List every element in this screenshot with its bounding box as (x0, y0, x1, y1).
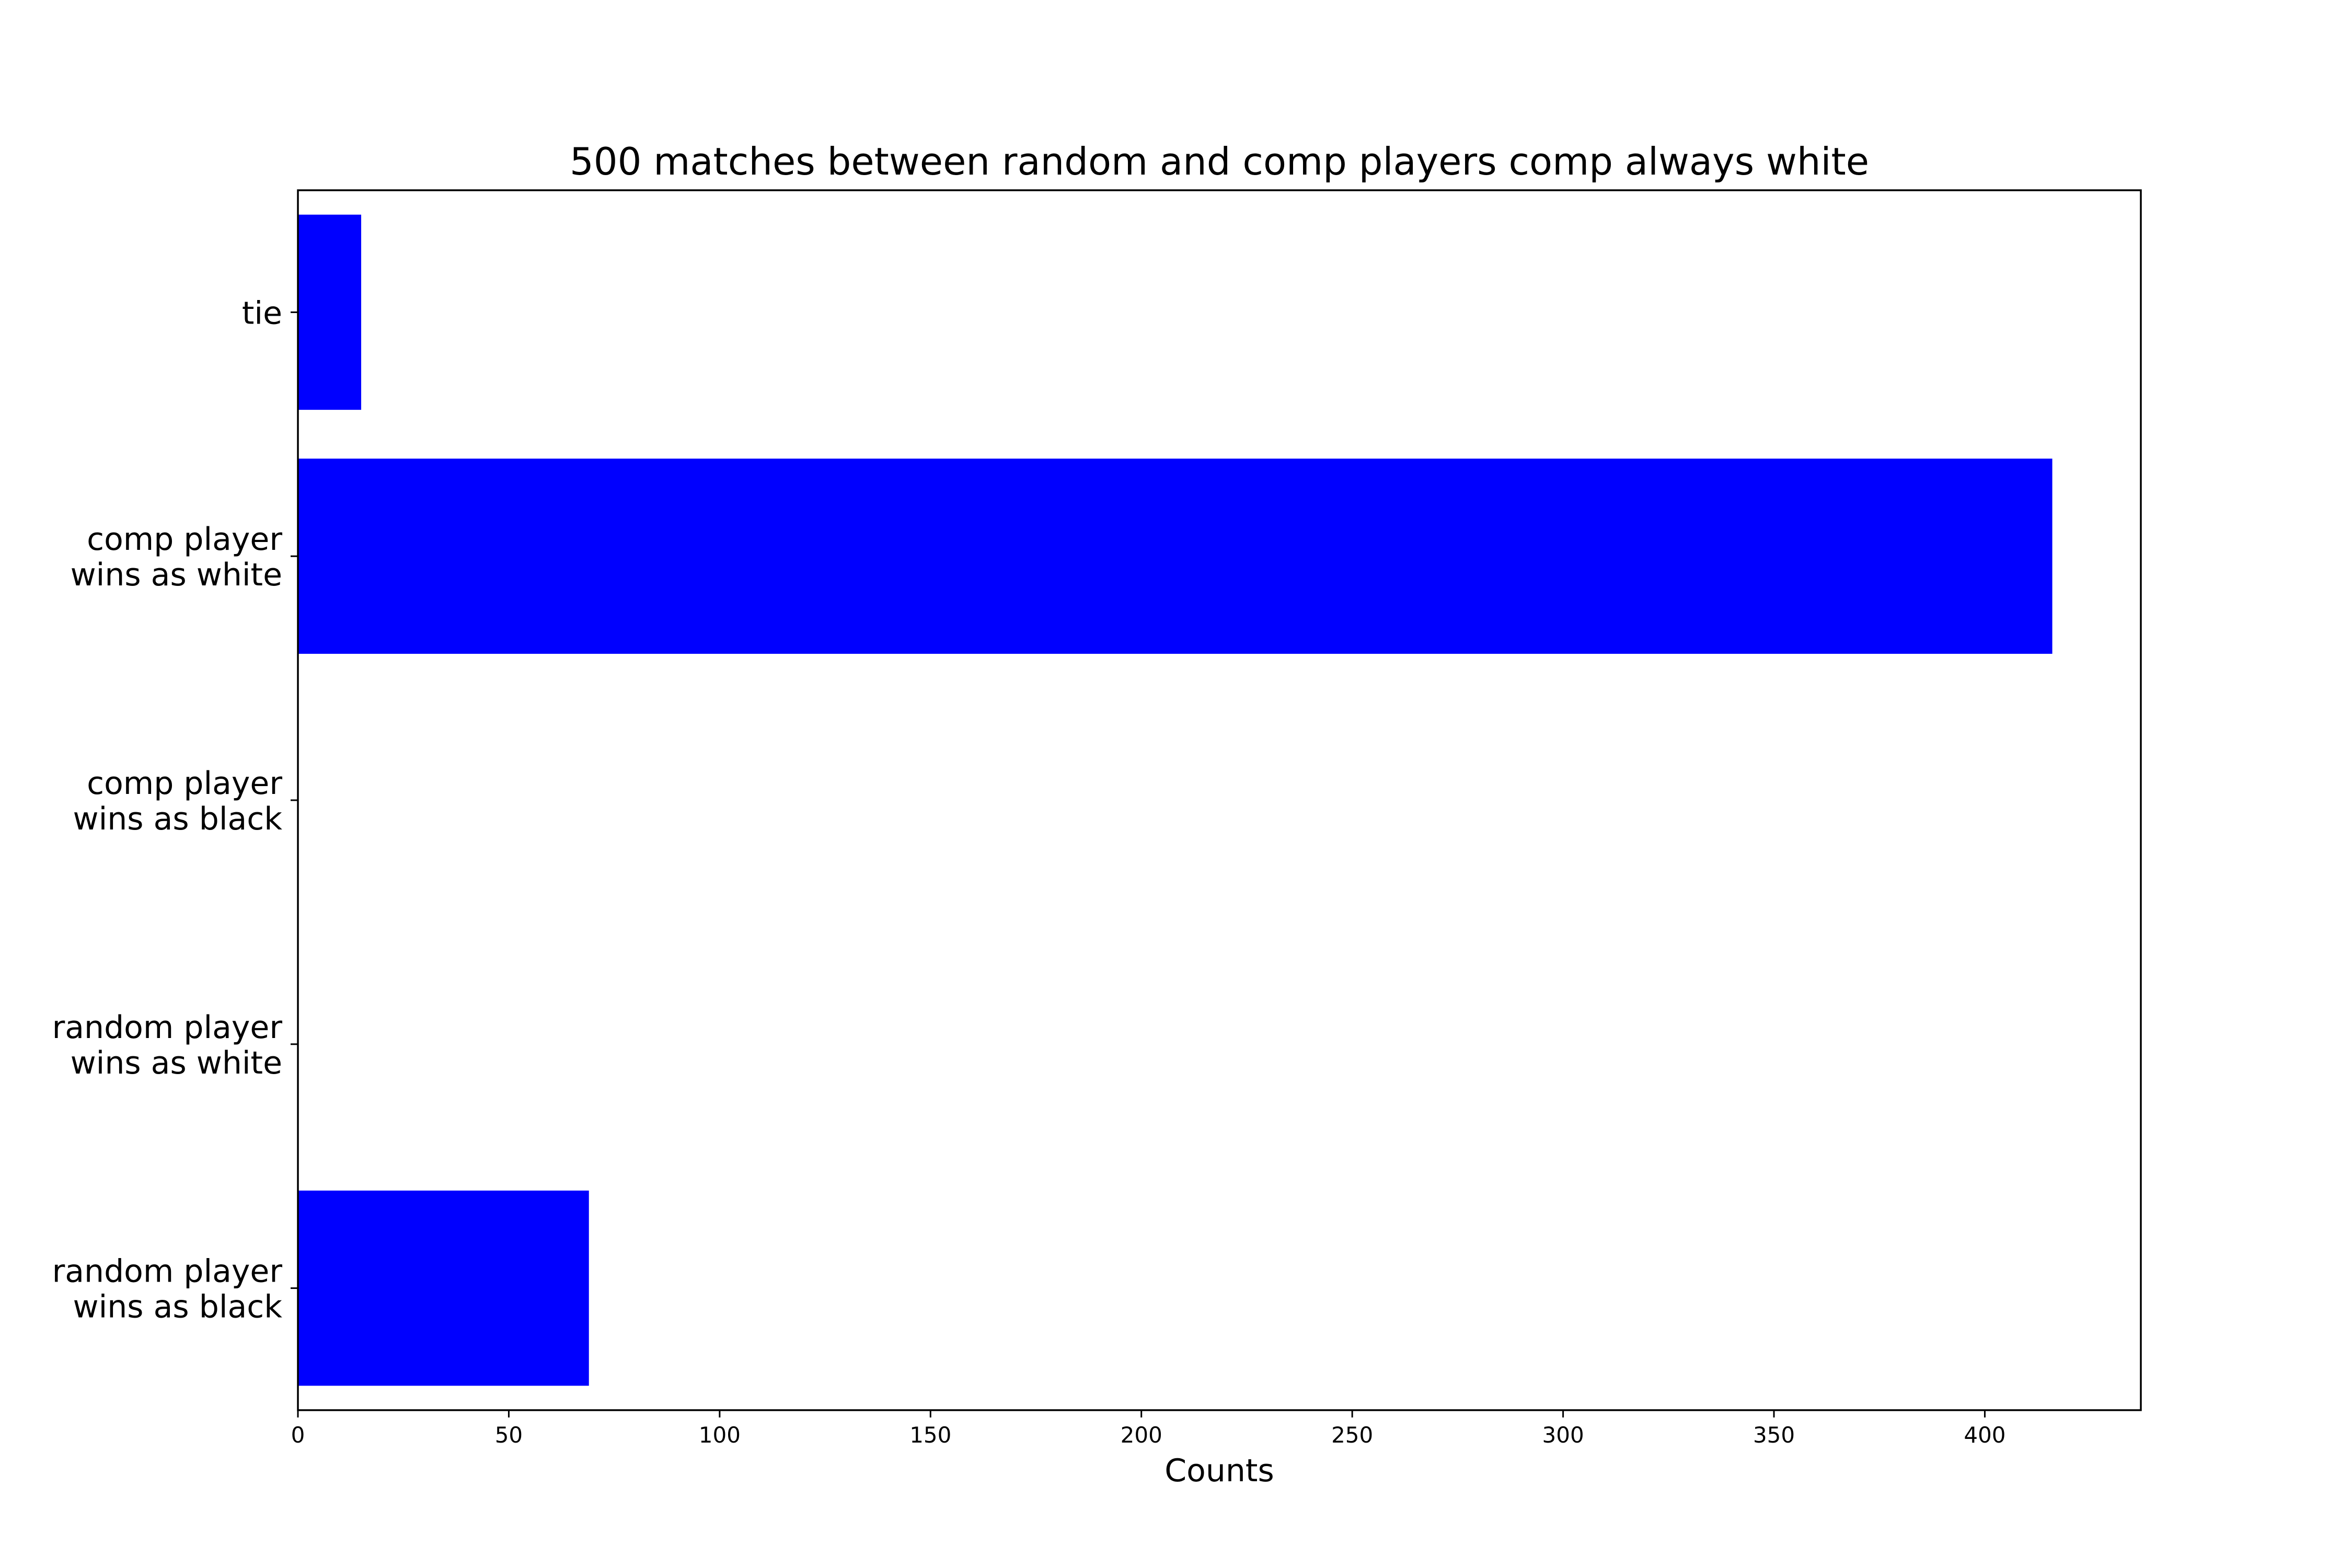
y-tick-label-line: wins as black (73, 801, 283, 837)
y-tick-label-line: random player (52, 1253, 283, 1290)
y-tick-label-line: comp player (87, 521, 282, 558)
x-tick-label: 400 (1964, 1422, 2005, 1448)
x-tick-label: 100 (699, 1422, 741, 1448)
x-tick-label: 250 (1331, 1422, 1373, 1448)
y-tick-label: comp player wins as white (71, 521, 283, 593)
y-tick-label-line: tie (242, 295, 282, 331)
chart-title: 500 matches between random and comp play… (570, 140, 1869, 183)
bar (298, 458, 2053, 654)
x-tick-label: 350 (1753, 1422, 1795, 1448)
x-tick-label: 0 (291, 1422, 305, 1448)
y-tick-label-line: random player (52, 1009, 283, 1046)
bar (298, 1190, 589, 1386)
y-tick-label: comp player wins as black (73, 765, 283, 837)
y-tick-label: random player wins as white (52, 1009, 283, 1081)
y-tick-label: random player wins as black (52, 1253, 283, 1325)
x-axis-label: Counts (1165, 1452, 1274, 1489)
x-tick-label: 150 (909, 1422, 951, 1448)
bars (298, 214, 2053, 1386)
x-tick-label: 200 (1121, 1422, 1162, 1448)
x-axis-ticks: 0 50 100 150 200 250 300 350 400 (291, 1410, 2006, 1448)
y-tick-label-line: wins as black (73, 1289, 283, 1325)
plot-area-frame (297, 189, 2142, 1411)
y-tick-label-line: wins as white (71, 1045, 282, 1081)
y-tick-label: tie (242, 295, 282, 331)
x-tick-label: 300 (1542, 1422, 1584, 1448)
y-tick-label-line: comp player (87, 765, 282, 802)
y-tick-label-line: wins as white (71, 557, 282, 593)
bar (298, 214, 362, 410)
x-tick-label: 50 (495, 1422, 523, 1448)
